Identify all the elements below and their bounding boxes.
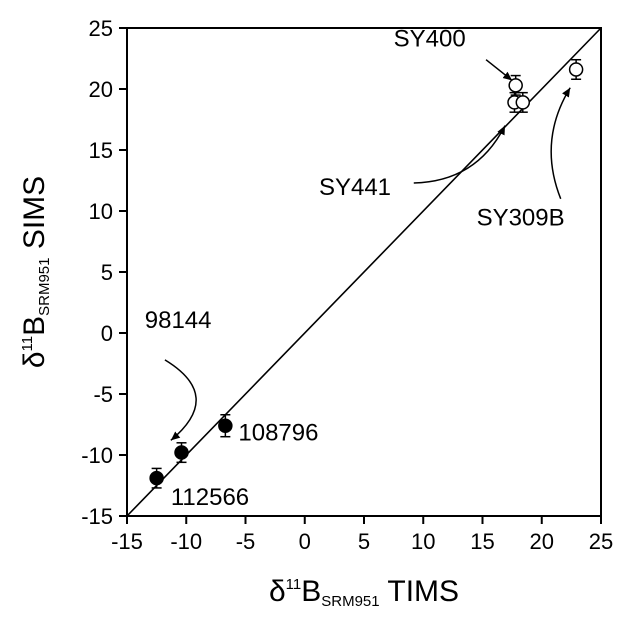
y-tick-label: -5 [93,382,113,407]
y-axis-title-sup: 11 [19,336,36,352]
annotation-label: SY309B [477,205,565,232]
x-tick-label: -5 [236,529,256,554]
annotation-arrow [485,59,513,82]
x-tick-label: 10 [411,529,435,554]
x-tick-label: 20 [530,529,554,554]
y-axis-title-sub: SRM951 [36,258,53,316]
x-axis-title: δ11BSRM951 TIMS [269,575,459,610]
x-tick-label: 15 [470,529,494,554]
open-data-point [568,62,584,77]
y-axis-title-symbol: δ [18,351,51,368]
y-tick-label: 15 [89,138,113,163]
y-tick-label: 10 [89,199,113,224]
annotation-label: SY400 [394,25,466,52]
x-axis-title-sub: SRM951 [321,593,379,610]
annotation-arrow [164,359,197,441]
y-tick-label: 20 [89,77,113,102]
y-axis-title-main: B [18,316,51,336]
x-tick-label: 0 [299,529,311,554]
x-axis-title-sup: 11 [286,576,302,593]
y-axis-ticks: -15 -10 -5 0 5 10 15 20 25 [81,16,127,529]
y-tick-label: 0 [101,321,113,346]
annotation-label: 112566 [171,484,249,511]
annotation-arrow [550,87,571,200]
y-tick-label: -15 [81,504,113,529]
y-axis-title-suffix: SIMS [18,176,51,258]
x-tick-label: -10 [170,529,202,554]
x-tick-label: -15 [111,529,143,554]
y-axis-title: δ11BSRM951 SIMS [18,176,53,368]
x-axis-title-suffix: TIMS [380,575,459,608]
x-tick-label: 25 [589,529,613,554]
annotation-label: SY441 [319,174,391,201]
x-axis-title-main: B [301,575,321,608]
data-points [149,58,584,489]
y-tick-label: -10 [81,443,113,468]
annotations: SY400 SY441 SY309B 98144 108796 112566 [145,25,571,511]
x-axis-title-symbol: δ [269,575,286,608]
filled-data-point [218,418,233,433]
y-tick-label: 5 [101,260,113,285]
annotation-label: 108796 [238,419,318,446]
x-tick-label: 5 [358,529,370,554]
open-data-point [508,78,523,93]
filled-data-point [149,470,164,486]
annotation-label: 98144 [145,307,212,334]
annotation-arrow [413,125,506,184]
filled-data-point [174,445,189,460]
open-data-point [515,95,531,110]
y-tick-label: 25 [89,16,113,41]
x-axis-ticks: -15 -10 -5 0 5 10 15 20 25 [111,516,613,554]
